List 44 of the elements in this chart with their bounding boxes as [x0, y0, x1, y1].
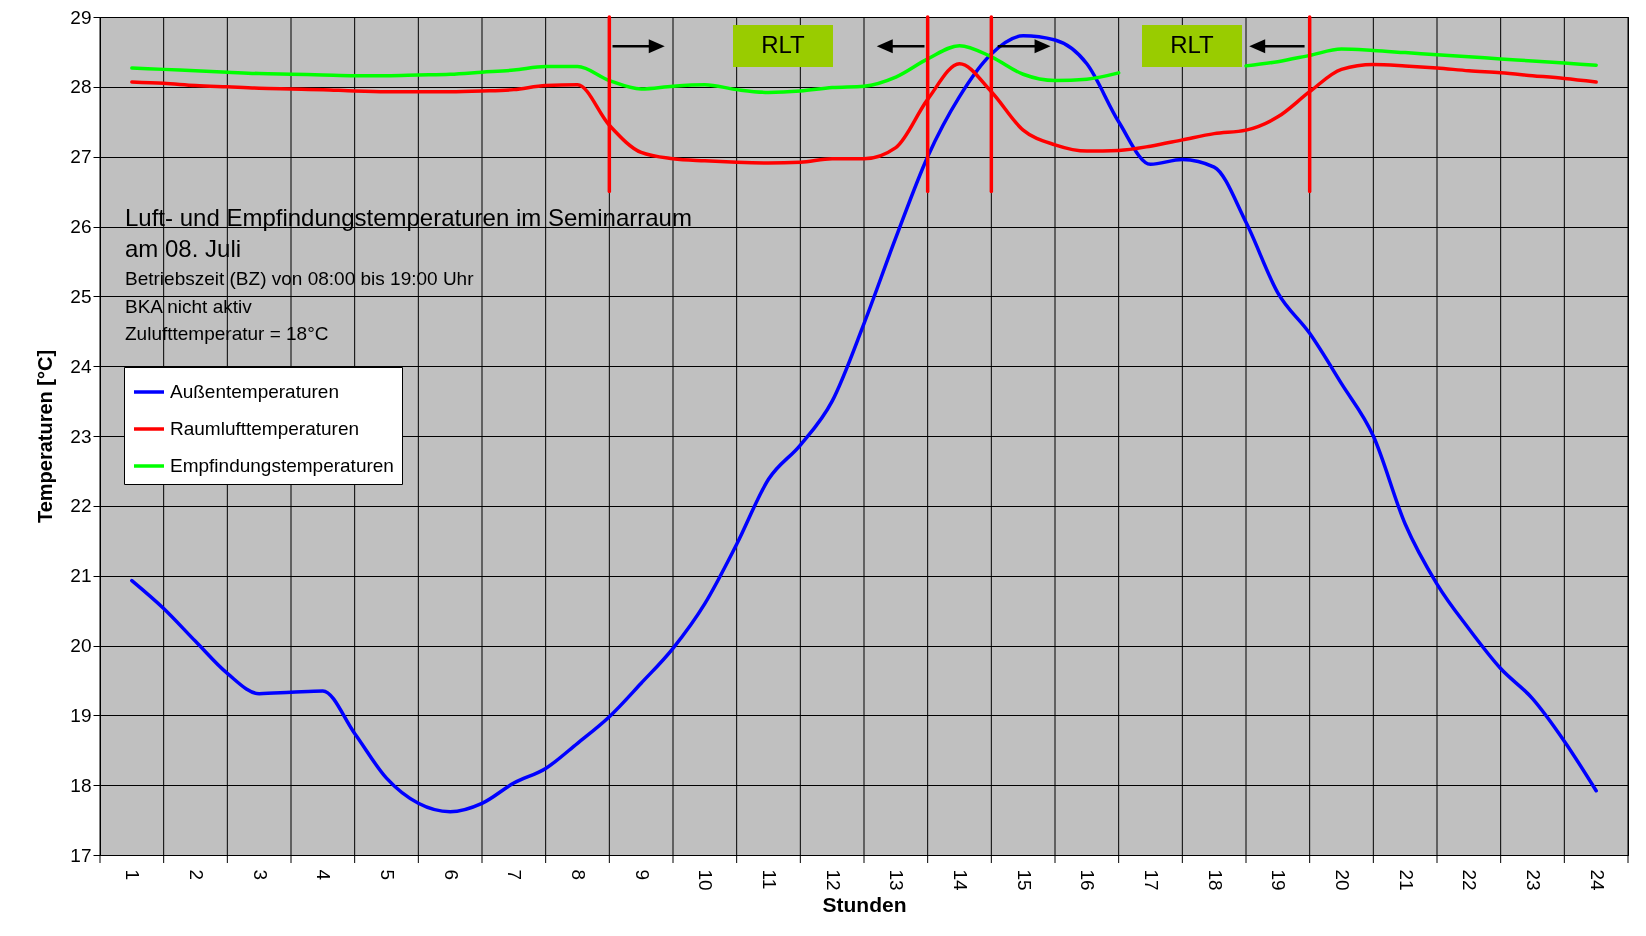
- x-tick-label: 21: [1395, 869, 1417, 891]
- y-tick-label: 24: [70, 355, 92, 377]
- y-tick-label: 23: [70, 425, 92, 447]
- annotation: RLT: [1170, 31, 1215, 58]
- x-tick-label: 8: [568, 869, 589, 881]
- x-tick-label: 23: [1523, 869, 1544, 891]
- legend-label: Raumlufttemperaturen: [170, 418, 360, 439]
- x-tick-label: 6: [440, 869, 462, 881]
- y-tick-label: 27: [70, 146, 92, 168]
- x-tick-label: 22: [1459, 869, 1481, 891]
- x-tick-label: 24: [1586, 869, 1608, 892]
- y-tick-label: 22: [70, 495, 92, 517]
- x-tick-label: 13: [886, 869, 908, 891]
- y-tick-label: 20: [70, 635, 92, 656]
- x-tick-label: 3: [249, 869, 271, 881]
- x-tick-label: 2: [186, 869, 207, 881]
- x-tick-label: 19: [1268, 869, 1290, 891]
- y-tick-label: 18: [70, 774, 92, 796]
- y-tick-label: 21: [70, 565, 92, 587]
- annotation: RLT: [761, 31, 806, 58]
- x-axis-title: Stunden: [822, 892, 907, 916]
- x-tick-label: 7: [504, 869, 526, 881]
- x-tick-label: 1: [122, 869, 144, 881]
- x-tick-label: 9: [631, 869, 653, 881]
- x-tick-label: 14: [950, 869, 971, 892]
- y-tick-label: 26: [70, 216, 92, 237]
- x-tick-label: 15: [1013, 869, 1035, 891]
- y-tick-label: 29: [70, 6, 92, 28]
- legend-label: Außentemperaturen: [170, 381, 339, 402]
- x-tick-label: 18: [1204, 869, 1226, 891]
- x-tick-label: 20: [1332, 869, 1353, 891]
- y-tick-label: 25: [70, 285, 92, 307]
- x-tick-label: 17: [1141, 869, 1162, 891]
- x-tick-label: 12: [822, 869, 844, 891]
- y-tick-label: 28: [70, 76, 92, 98]
- x-tick-label: 11: [759, 869, 780, 890]
- x-tick-label: 16: [1077, 869, 1099, 891]
- legend-label: Empfindungstemperaturen: [170, 455, 394, 476]
- x-tick-label: 4: [313, 869, 335, 881]
- y-tick-label: 17: [70, 844, 92, 866]
- y-tick-label: 19: [70, 704, 92, 726]
- y-axis-title: Temperaturen [°C]: [34, 349, 57, 524]
- x-tick-label: 5: [377, 869, 398, 881]
- x-tick-label: 10: [695, 869, 717, 891]
